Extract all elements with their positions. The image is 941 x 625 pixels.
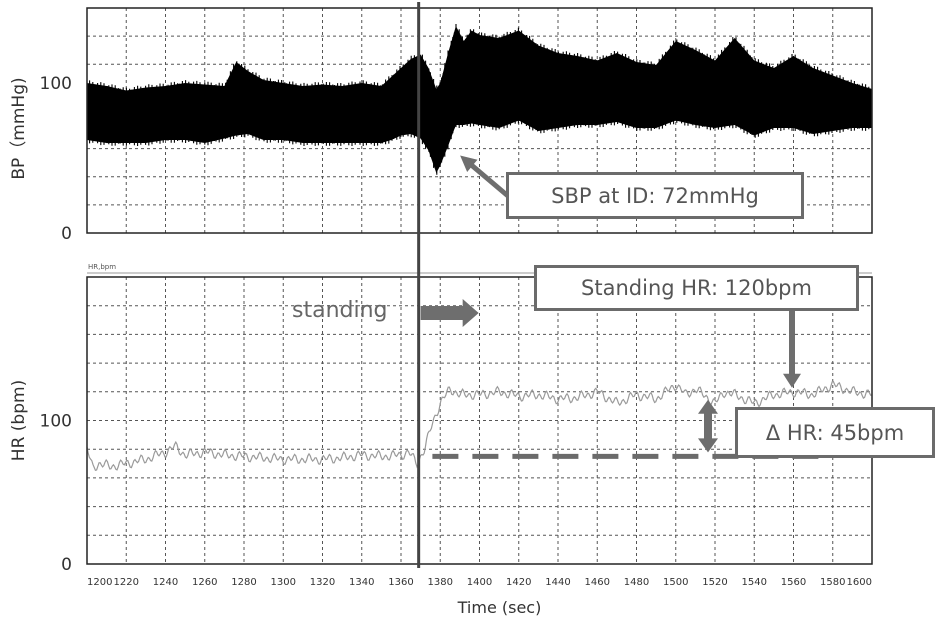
- sbp-annotation-box: SBP at ID: 72mmHg: [506, 172, 804, 219]
- hr-trace-line: [86, 380, 872, 472]
- hr-y-axis-label: HR (bpm): [9, 380, 29, 461]
- x-tick-label: 1440: [545, 577, 570, 588]
- hr-panel: HR,bpm 0 100 1200 1220 1240 1260 1280 1300 1320…: [9, 263, 873, 617]
- x-tick-label: 1260: [192, 577, 217, 588]
- x-tick-label: 1540: [742, 577, 767, 588]
- delta-hr-annotation-box: Δ HR: 45bpm: [735, 407, 935, 458]
- x-axis-label: Time (sec): [457, 598, 542, 617]
- bp-y-axis-label: BP（mmHg): [9, 77, 29, 179]
- standing-hr-annotation-text: Standing HR: 120bpm: [581, 276, 812, 300]
- bp-waveform: [87, 24, 872, 175]
- hr-y-ticks: 0 100: [40, 412, 72, 576]
- sbp-annotation-text: SBP at ID: 72mmHg: [551, 183, 759, 208]
- x-tick-label: 1280: [231, 577, 256, 588]
- x-tick-label: 1240: [153, 577, 178, 588]
- bp-y-tick-label: 0: [61, 224, 72, 244]
- x-tick-label: 1580: [820, 577, 845, 588]
- x-tick-label: 1360: [388, 577, 413, 588]
- bp-waveform-beats: [87, 24, 871, 175]
- x-tick-label: 1500: [663, 577, 688, 588]
- x-tick-label: 1340: [349, 577, 374, 588]
- x-tick-label: 1480: [624, 577, 649, 588]
- annotation-arrows: [420, 155, 801, 453]
- x-tick-label: 1400: [467, 577, 492, 588]
- standing-arrow: [420, 299, 479, 327]
- x-tick-label: 1200: [87, 577, 112, 588]
- hr-trace: [86, 380, 872, 472]
- x-tick-label: 1300: [271, 577, 296, 588]
- x-tick-label: 1600: [847, 577, 872, 588]
- x-tick-label: 1460: [585, 577, 610, 588]
- standing-label: standing: [292, 298, 388, 323]
- delta-hr-annotation-text: Δ HR: 45bpm: [765, 420, 905, 445]
- bp-plot-frame: [86, 7, 873, 234]
- bp-y-tick-label: 100: [40, 74, 72, 94]
- sbp-pointer-arrow: [460, 155, 510, 198]
- delta-hr-double-arrow: [698, 399, 718, 453]
- x-tick-label: 1320: [310, 577, 335, 588]
- hr-channel-label: HR,bpm: [88, 263, 116, 271]
- x-tick-label: 1380: [428, 577, 453, 588]
- bp-y-ticks: 0 100: [40, 74, 72, 244]
- hr-grid: [87, 277, 872, 564]
- hr-x-ticks: 1200 1220 1240 1260 1280 1300 1320 1340 1360 1380…: [87, 577, 872, 588]
- standing-hr-annotation-box: Standing HR: 120bpm: [534, 265, 859, 311]
- standing-hr-pointer-arrow: [783, 311, 801, 388]
- hr-y-tick-label: 100: [40, 412, 72, 432]
- x-tick-label: 1560: [781, 577, 806, 588]
- x-tick-label: 1420: [506, 577, 531, 588]
- hr-y-tick-label: 0: [61, 555, 72, 575]
- x-tick-label: 1220: [114, 577, 139, 588]
- x-tick-label: 1520: [702, 577, 727, 588]
